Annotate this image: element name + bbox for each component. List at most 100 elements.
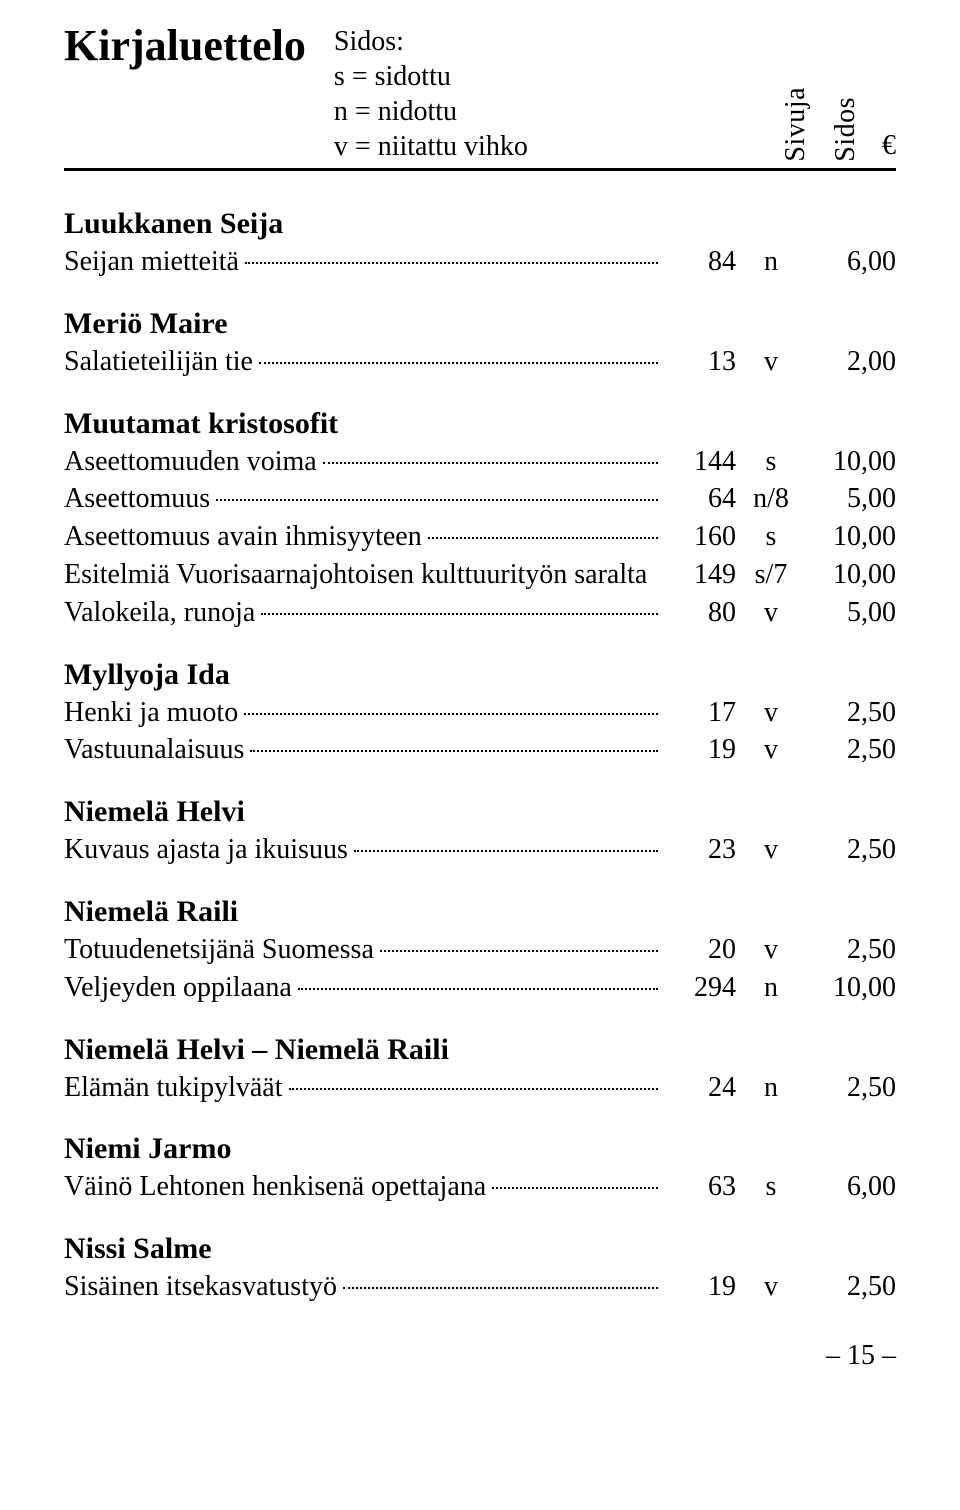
book-price: 5,00 [806, 594, 896, 632]
book-pages: 13 [664, 343, 736, 381]
book-price: 10,00 [806, 556, 896, 594]
book-pages: 19 [664, 731, 736, 769]
book-binding: n [736, 1069, 806, 1107]
book-entry: Aseettomuus avain ihmisyyteen160s10,00 [64, 518, 896, 556]
book-price: 2,50 [806, 1069, 896, 1107]
book-binding: v [736, 343, 806, 381]
leader-dots [245, 262, 658, 264]
column-headers: Sivuja Sidos € [782, 87, 896, 164]
book-price: 2,50 [806, 694, 896, 732]
book-binding: n [736, 243, 806, 281]
book-pages: 63 [664, 1168, 736, 1206]
book-title: Vastuunalaisuus [64, 731, 244, 769]
book-entry: Kuvaus ajasta ja ikuisuus23v2,50 [64, 831, 896, 869]
book-pages: 64 [664, 480, 736, 518]
book-entry: Henki ja muoto17v2,50 [64, 694, 896, 732]
book-price: 2,50 [806, 731, 896, 769]
book-pages: 144 [664, 443, 736, 481]
book-entry: Elämän tukipylväät 24n2,50 [64, 1069, 896, 1107]
book-entry: Sisäinen itsekasvatustyö19v2,50 [64, 1268, 896, 1306]
author-name: Myllyoja Ida [64, 658, 896, 692]
author-group: Meriö MaireSalatieteilijän tie 13v2,00 [64, 307, 896, 381]
author-group: Niemelä RailiTotuudenetsijänä Suomessa20… [64, 895, 896, 1007]
book-pages: 160 [664, 518, 736, 556]
column-header-sivuja: Sivuja [782, 87, 810, 162]
book-binding: v [736, 594, 806, 632]
book-entry: Vastuunalaisuus 19v2,50 [64, 731, 896, 769]
book-title: Aseettomuuden voima [64, 443, 317, 481]
book-binding: s [736, 1168, 806, 1206]
book-title: Esitelmiä Vuorisaarnajohtoisen kulttuuri… [64, 556, 664, 594]
legend-line: n = nidottu [334, 94, 782, 129]
book-price: 2,00 [806, 343, 896, 381]
book-entry: Esitelmiä Vuorisaarnajohtoisen kulttuuri… [64, 556, 896, 594]
author-name: Niemi Jarmo [64, 1132, 896, 1166]
book-pages: 17 [664, 694, 736, 732]
leader-dots [354, 850, 658, 852]
author-name: Muutamat kristosofit [64, 407, 896, 441]
book-title: Väinö Lehtonen henkisenä opettajana [64, 1168, 486, 1206]
author-group: Niemelä Helvi – Niemelä RailiElämän tuki… [64, 1033, 896, 1107]
book-title: Sisäinen itsekasvatustyö [64, 1268, 337, 1306]
leader-dots [343, 1287, 658, 1289]
book-entry: Totuudenetsijänä Suomessa20v2,50 [64, 931, 896, 969]
book-pages: 24 [664, 1069, 736, 1107]
book-entry: Seijan mietteitä84n6,00 [64, 243, 896, 281]
column-header-sidos: Sidos [832, 97, 860, 162]
book-title: Elämän tukipylväät [64, 1069, 283, 1107]
book-pages: 294 [664, 969, 736, 1007]
book-price: 6,00 [806, 243, 896, 281]
book-entry: Salatieteilijän tie 13v2,00 [64, 343, 896, 381]
book-binding: v [736, 731, 806, 769]
book-pages: 80 [664, 594, 736, 632]
book-price: 5,00 [806, 480, 896, 518]
author-group: Muutamat kristosofitAseettomuuden voima 1… [64, 407, 896, 632]
book-binding: v [736, 931, 806, 969]
book-price: 10,00 [806, 969, 896, 1007]
book-binding: n [736, 969, 806, 1007]
book-list: Luukkanen SeijaSeijan mietteitä84n6,00 Me… [64, 207, 896, 1306]
book-entry: Aseettomuuden voima144s10,00 [64, 443, 896, 481]
author-group: Myllyoja IdaHenki ja muoto17v2,50Vastuun… [64, 658, 896, 770]
book-entry: Aseettomuus 64n/85,00 [64, 480, 896, 518]
leader-dots [323, 462, 658, 464]
author-name: Niemelä Helvi – Niemelä Raili [64, 1033, 896, 1067]
book-title: Salatieteilijän tie [64, 343, 253, 381]
page-number: – 15 – [64, 1340, 896, 1372]
page-title: Kirjaluettelo [64, 24, 306, 68]
book-title: Aseettomuus avain ihmisyyteen [64, 518, 422, 556]
book-title: Aseettomuus [64, 480, 210, 518]
author-name: Meriö Maire [64, 307, 896, 341]
book-entry: Veljeyden oppilaana 294n10,00 [64, 969, 896, 1007]
leader-dots [298, 988, 658, 990]
book-binding: v [736, 694, 806, 732]
author-name: Luukkanen Seija [64, 207, 896, 241]
book-title: Totuudenetsijänä Suomessa [64, 931, 374, 969]
book-pages: 84 [664, 243, 736, 281]
book-entry: Väinö Lehtonen henkisenä opettajana63s6,… [64, 1168, 896, 1206]
book-price: 10,00 [806, 518, 896, 556]
leader-dots [428, 537, 658, 539]
book-title: Veljeyden oppilaana [64, 969, 292, 1007]
book-entry: Valokeila, runoja80v5,00 [64, 594, 896, 632]
leader-dots [216, 499, 658, 501]
book-pages: 19 [664, 1268, 736, 1306]
column-header-euro: € [882, 132, 896, 162]
author-group: Nissi SalmeSisäinen itsekasvatustyö19v2,… [64, 1232, 896, 1306]
book-binding: v [736, 1268, 806, 1306]
author-name: Niemelä Helvi [64, 795, 896, 829]
book-title: Kuvaus ajasta ja ikuisuus [64, 831, 348, 869]
book-pages: 149 [664, 556, 736, 594]
author-group: Niemelä HelviKuvaus ajasta ja ikuisuus23… [64, 795, 896, 869]
author-group: Luukkanen SeijaSeijan mietteitä84n6,00 [64, 207, 896, 281]
leader-dots [261, 613, 658, 615]
leader-dots [244, 713, 658, 715]
author-group: Niemi JarmoVäinö Lehtonen henkisenä opet… [64, 1132, 896, 1206]
book-binding: v [736, 831, 806, 869]
legend: Sidos: s = sidottu n = nidottu v = niita… [334, 24, 782, 164]
leader-dots [259, 362, 658, 364]
legend-heading: Sidos: [334, 24, 782, 59]
book-binding: s/7 [736, 556, 806, 594]
book-binding: n/8 [736, 480, 806, 518]
legend-line: v = niitattu vihko [334, 129, 782, 164]
